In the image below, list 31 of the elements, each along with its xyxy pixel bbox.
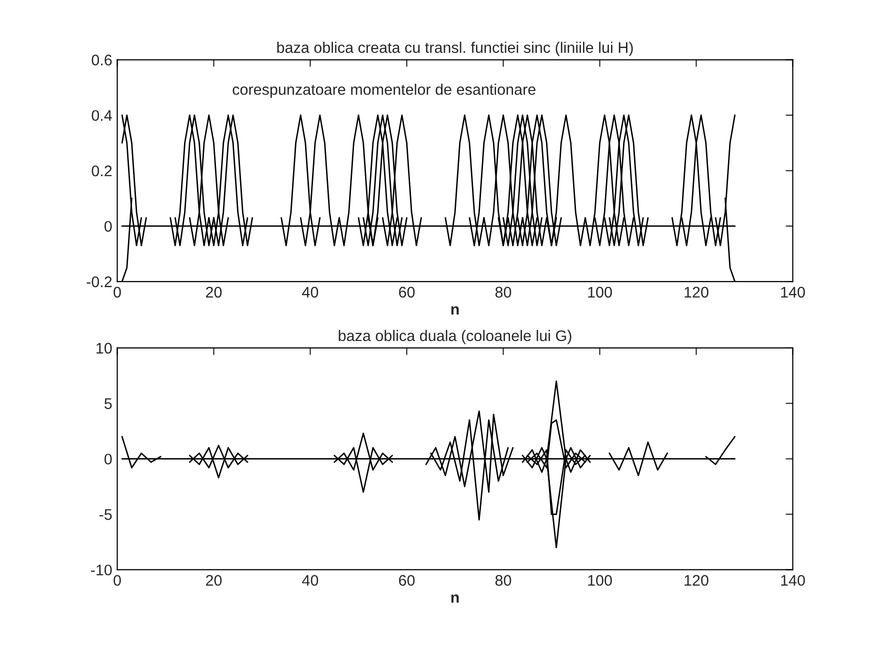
x-tick-label: 60 [399,286,415,298]
y-tick-label: 0.4 [92,110,112,121]
x-axis-title: n [451,594,459,603]
x-tick-label: 40 [302,574,318,586]
annotation: corespunzatoare momentelor de esantionare [232,84,536,98]
x-axis-title: n [451,306,459,314]
x-tick-label: 140 [781,574,805,586]
x-tick-label: 140 [781,286,805,298]
x-tick-label: 120 [684,574,708,586]
x-tick-label: 0 [114,574,121,586]
chart-title: baza oblica creata cu transl. functiei sinc (liniile lui H) [277,42,633,56]
y-tick-label: 0.2 [92,166,112,176]
x-tick-label: 20 [206,574,222,586]
x-tick-label: 60 [399,574,415,586]
x-tick-label: 20 [206,286,222,298]
y-tick-label: 0 [104,454,112,465]
y-tick-label: 0.6 [92,54,112,66]
x-tick-label: 120 [684,286,708,298]
x-tick-label: 0 [114,286,121,298]
x-tick-label: 100 [588,574,612,586]
y-tick-label: -0.2 [86,276,112,288]
x-tick-label: 80 [495,574,512,586]
y-tick-label: -5 [99,509,112,520]
x-tick-label: 100 [588,286,612,298]
y-tick-label: -10 [90,564,112,576]
x-tick-label: 80 [495,286,512,298]
y-tick-label: 10 [96,342,112,354]
y-tick-label: 5 [104,398,112,410]
x-tick-label: 40 [302,286,318,298]
chart-title: baza oblica duala (coloanele lui G) [338,330,572,344]
y-tick-label: 0 [104,220,112,232]
